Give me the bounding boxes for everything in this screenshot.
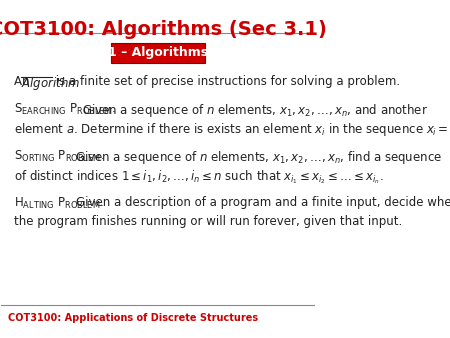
Text: Given a sequence of $n$ elements, $x_1, x_2, \ldots, x_n$, and another: Given a sequence of $n$ elements, $x_1, … bbox=[82, 102, 428, 119]
Text: of distinct indices $1 \leq i_1, i_2, \ldots, i_n \leq n$ such that $x_{i_1} \le: of distinct indices $1 \leq i_1, i_2, \l… bbox=[14, 168, 383, 186]
FancyBboxPatch shape bbox=[111, 43, 205, 64]
Text: $\mathrm{S}_{\mathrm{EARCHING}}$ $\mathrm{P}_{\mathrm{ROBLEM}}$.: $\mathrm{S}_{\mathrm{EARCHING}}$ $\mathr… bbox=[14, 102, 116, 117]
Text: Given a sequence of $n$ elements, $x_1, x_2, \ldots, x_n$, find a sequence: Given a sequence of $n$ elements, $x_1, … bbox=[75, 149, 442, 166]
Text: is a finite set of precise instructions for solving a problem.: is a finite set of precise instructions … bbox=[52, 75, 400, 88]
Text: COT3100: Algorithms (Sec 3.1): COT3100: Algorithms (Sec 3.1) bbox=[0, 20, 327, 39]
Text: $\mathit{Algorithm}$: $\mathit{Algorithm}$ bbox=[22, 75, 81, 92]
Text: An: An bbox=[14, 75, 33, 88]
Text: element $a$. Determine if there is exists an element $x_i$ in the sequence $x_i : element $a$. Determine if there is exist… bbox=[14, 121, 450, 138]
Text: 1 – Algorithms: 1 – Algorithms bbox=[108, 46, 208, 59]
Text: $\mathrm{H}_{\mathrm{ALTING}}$ $\mathrm{P}_{\mathrm{ROBLEM}}$.: $\mathrm{H}_{\mathrm{ALTING}}$ $\mathrm{… bbox=[14, 196, 104, 211]
Text: COT3100: Applications of Discrete Structures: COT3100: Applications of Discrete Struct… bbox=[8, 313, 258, 323]
Text: Given a description of a program and a finite input, decide whether: Given a description of a program and a f… bbox=[76, 196, 450, 209]
Text: $\mathrm{S}_{\mathrm{ORTING}}$ $\mathrm{P}_{\mathrm{ROBLEM}}$.: $\mathrm{S}_{\mathrm{ORTING}}$ $\mathrm{… bbox=[14, 149, 104, 164]
Text: the program finishes running or will run forever, given that input.: the program finishes running or will run… bbox=[14, 215, 402, 228]
